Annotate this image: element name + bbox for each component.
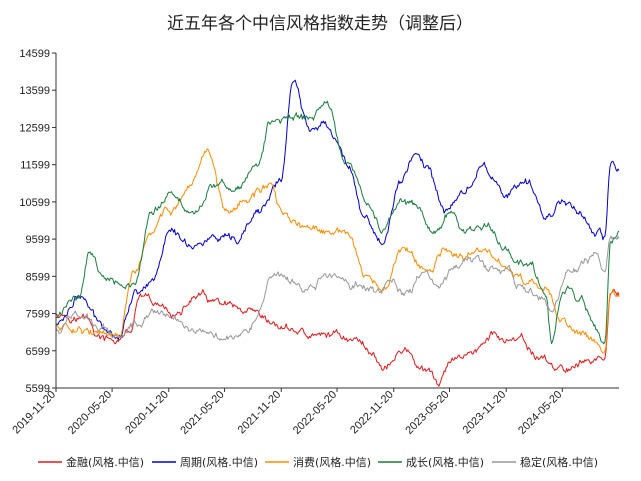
x-tick-label: 2019-11-20 <box>10 389 58 437</box>
plot-area <box>55 79 620 387</box>
legend-label: 稳定(风格.中信) <box>520 455 598 469</box>
legend-label: 周期(风格.中信) <box>180 455 258 469</box>
legend-item-3: 消费(风格.中信) <box>265 455 371 469</box>
y-tick-label: 9599 <box>26 234 50 246</box>
legend-item-4: 成长(风格.中信) <box>378 455 484 469</box>
y-tick-label: 5599 <box>26 383 50 395</box>
y-tick-label: 10599 <box>19 197 50 209</box>
legend-label: 金融(风格.中信) <box>66 455 144 469</box>
series-line-3 <box>55 148 620 354</box>
y-tick-label: 11599 <box>20 160 50 172</box>
y-tick-label: 13599 <box>19 85 50 97</box>
series-line-4 <box>55 100 620 345</box>
x-tick-label: 2021-05-20 <box>178 389 226 437</box>
x-tick-label: 2022-11-20 <box>348 389 396 437</box>
series-line-1 <box>55 288 620 387</box>
legend-item-1: 金融(风格.中信) <box>38 455 144 469</box>
x-tick-label: 2020-11-20 <box>123 389 171 437</box>
legend-item-2: 周期(风格.中信) <box>152 455 258 469</box>
legend-item-5: 稳定(风格.中信) <box>492 455 598 469</box>
x-tick-label: 2024-05-20 <box>516 389 564 437</box>
y-tick-label: 8599 <box>26 271 50 283</box>
x-tick-label: 2020-05-20 <box>66 389 114 437</box>
y-tick-label: 7599 <box>26 309 50 321</box>
legend-label: 消费(风格.中信) <box>293 455 371 469</box>
y-tick-label: 14599 <box>19 48 50 60</box>
x-tick-label: 2022-05-20 <box>291 389 339 437</box>
y-tick-label: 6599 <box>26 346 50 358</box>
legend: 金融(风格.中信) 周期(风格.中信) 消费(风格.中信) 成长(风格.中信) 稳定(风… <box>38 455 598 469</box>
x-tick-label: 2021-11-20 <box>236 389 284 437</box>
x-axis: 2019-11-20 2020-05-20 2020-11-20 2021-05-20… <box>10 387 619 437</box>
y-axis: 5599 6599 7599 8599 9599 10599 11599 12599 13599… <box>19 48 57 395</box>
legend-label: 成长(风格.中信) <box>406 455 484 469</box>
x-tick-label: 2023-11-20 <box>461 389 509 437</box>
x-tick-label: 2023-05-20 <box>403 389 451 437</box>
y-tick-label: 12599 <box>19 122 50 134</box>
series-line-2 <box>55 79 620 341</box>
series-line-5 <box>55 235 620 341</box>
chart-title: 近五年各个中信风格指数走势（调整后） <box>167 14 473 34</box>
